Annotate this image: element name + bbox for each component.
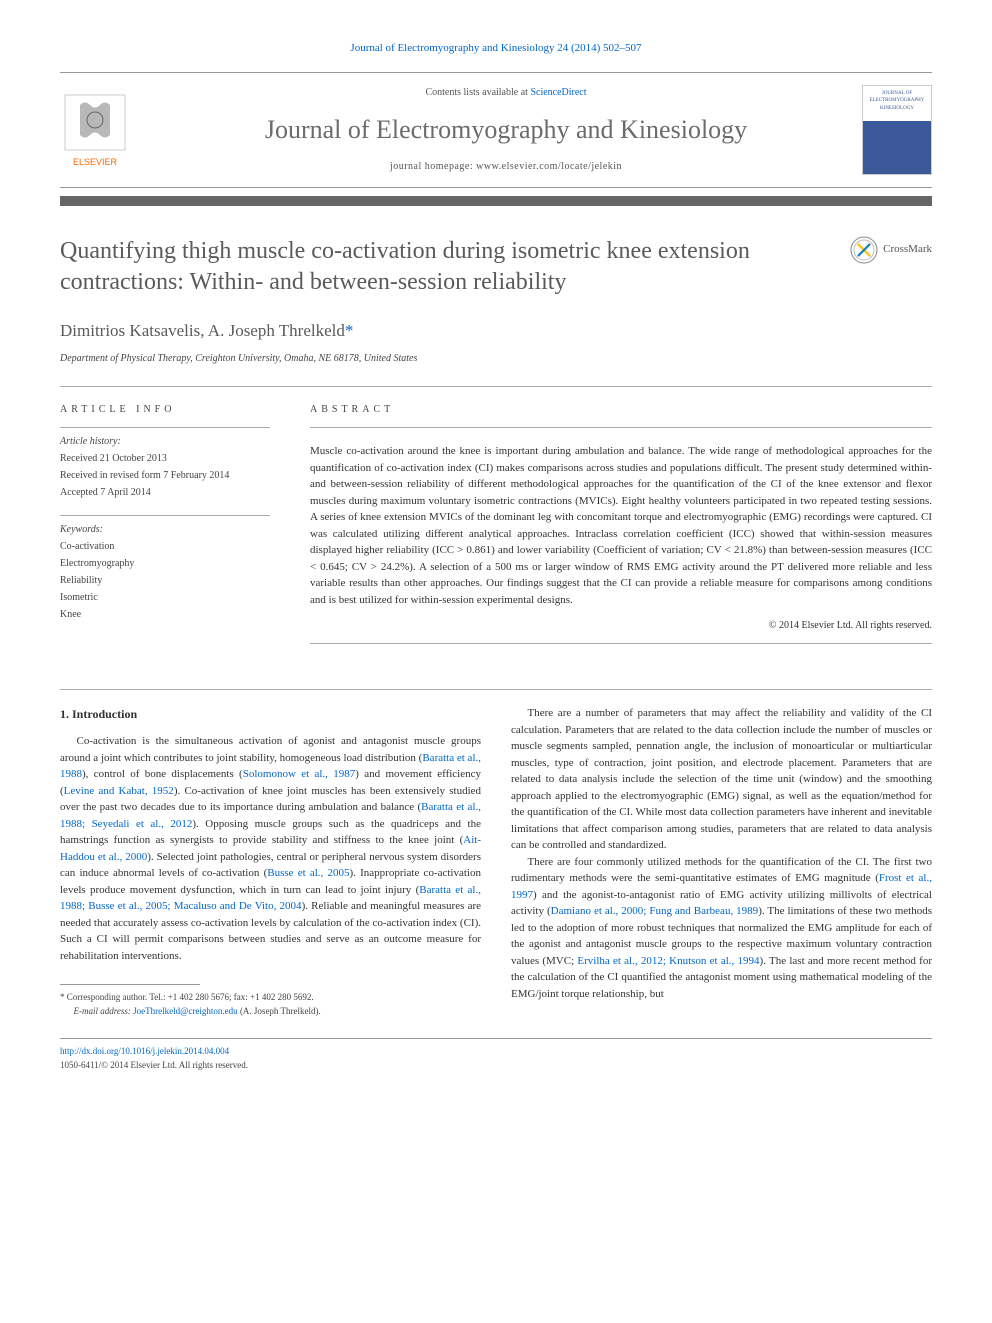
keyword: Knee: [60, 607, 270, 622]
keyword: Co-activation: [60, 539, 270, 554]
title-row: Quantifying thigh muscle co-activation d…: [60, 236, 932, 298]
contents-prefix: Contents lists available at: [425, 87, 530, 98]
intro-p3: There are four commonly utilized methods…: [511, 854, 932, 1003]
abstract-rule-bottom: [310, 643, 932, 644]
body-columns: 1. Introduction Co-activation is the sim…: [60, 705, 932, 1018]
accepted-date: Accepted 7 April 2014: [60, 485, 270, 500]
doi-link[interactable]: http://dx.doi.org/10.1016/j.jelekin.2014…: [60, 1046, 229, 1056]
ref-link[interactable]: Ervilha et al., 2012; Knutson et al., 19…: [577, 955, 759, 967]
intro-p1: Co-activation is the simultaneous activa…: [60, 733, 481, 964]
sciencedirect-link[interactable]: ScienceDirect: [530, 87, 586, 98]
homepage-line: journal homepage: www.elsevier.com/locat…: [150, 159, 862, 174]
history-block: Article history: Received 21 October 201…: [60, 427, 270, 500]
affiliation: Department of Physical Therapy, Creighto…: [60, 351, 932, 366]
abstract-heading: ABSTRACT: [310, 402, 932, 417]
homepage-url: www.elsevier.com/locate/jelekin: [476, 161, 622, 172]
hr-thin: [60, 386, 932, 387]
intro-p2: There are a number of parameters that ma…: [511, 705, 932, 854]
intro-text: Co-activation is the simultaneous activa…: [60, 735, 481, 764]
ref-link[interactable]: Levine and Kabat, 1952: [64, 785, 174, 797]
info-abstract-row: ARTICLE INFO Article history: Received 2…: [60, 402, 932, 659]
banner-center: Contents lists available at ScienceDirec…: [150, 85, 862, 174]
journal-cover-thumb: JOURNAL OF ELECTROMYOGRAPHY KINESIOLOGY: [862, 85, 932, 175]
column-right: There are a number of parameters that ma…: [511, 705, 932, 1018]
intro-text: There are four commonly utilized methods…: [511, 856, 932, 885]
authors: Dimitrios Katsavelis, A. Joseph Threlkel…: [60, 318, 932, 344]
divider-bar: [60, 196, 932, 206]
corr-email: E-mail address: JoeThrelkeld@creighton.e…: [60, 1005, 481, 1019]
cover-thumb-title: JOURNAL OF ELECTROMYOGRAPHY KINESIOLOGY: [863, 88, 931, 115]
keywords-label: Keywords:: [60, 522, 270, 537]
ref-link[interactable]: Busse et al., 2005: [267, 867, 349, 879]
crossmark-badge[interactable]: CrossMark: [850, 236, 932, 264]
corr-marker: *: [345, 321, 354, 340]
column-left: 1. Introduction Co-activation is the sim…: [60, 705, 481, 1018]
intro-text: ), control of bone displacements (: [82, 768, 243, 780]
abstract: ABSTRACT Muscle co-activation around the…: [310, 402, 932, 659]
keywords-block: Keywords: Co-activation Electromyography…: [60, 515, 270, 622]
keyword: Isometric: [60, 590, 270, 605]
abstract-copyright: © 2014 Elsevier Ltd. All rights reserved…: [310, 618, 932, 633]
footer: http://dx.doi.org/10.1016/j.jelekin.2014…: [60, 1038, 932, 1072]
svg-text:ELSEVIER: ELSEVIER: [73, 157, 118, 167]
elsevier-logo: ELSEVIER: [60, 90, 130, 170]
abstract-text: Muscle co-activation around the knee is …: [310, 443, 932, 608]
contents-line: Contents lists available at ScienceDirec…: [150, 85, 862, 100]
homepage-prefix: journal homepage:: [390, 161, 476, 172]
issn-copyright: 1050-6411/© 2014 Elsevier Ltd. All right…: [60, 1060, 248, 1070]
corresponding-author-footnote: * Corresponding author. Tel.: +1 402 280…: [60, 991, 481, 1018]
body-rule: [60, 689, 932, 690]
received-date: Received 21 October 2013: [60, 451, 270, 466]
journal-name: Journal of Electromyography and Kinesiol…: [150, 110, 862, 149]
header-citation: Journal of Electromyography and Kinesiol…: [60, 40, 932, 57]
abstract-rule: [310, 427, 932, 428]
section-heading: 1. Introduction: [60, 705, 481, 723]
keyword: Electromyography: [60, 556, 270, 571]
article-info: ARTICLE INFO Article history: Received 2…: [60, 402, 270, 659]
article-title: Quantifying thigh muscle co-activation d…: [60, 236, 830, 298]
ref-link[interactable]: Damiano et al., 2000; Fung and Barbeau, …: [551, 905, 759, 917]
email-name: (A. Joseph Threlkeld).: [238, 1006, 321, 1016]
banner: ELSEVIER Contents lists available at Sci…: [60, 72, 932, 188]
crossmark-label: CrossMark: [883, 241, 932, 258]
crossmark-icon: [850, 236, 878, 264]
email-link[interactable]: JoeThrelkeld@creighton.edu: [133, 1006, 238, 1016]
info-heading: ARTICLE INFO: [60, 402, 270, 417]
author-names: Dimitrios Katsavelis, A. Joseph Threlkel…: [60, 321, 345, 340]
corr-tel-fax: * Corresponding author. Tel.: +1 402 280…: [60, 991, 481, 1005]
history-label: Article history:: [60, 434, 270, 449]
revised-date: Received in revised form 7 February 2014: [60, 468, 270, 483]
ref-link[interactable]: Solomonow et al., 1987: [243, 768, 356, 780]
keyword: Reliability: [60, 573, 270, 588]
email-label: E-mail address:: [74, 1006, 134, 1016]
footnote-separator: [60, 984, 200, 985]
